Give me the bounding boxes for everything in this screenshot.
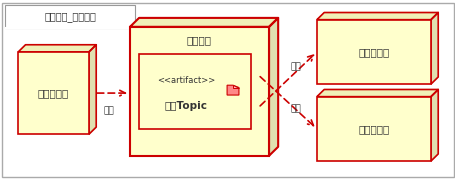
Bar [130, 27, 268, 156]
Polygon shape [430, 90, 437, 161]
Polygon shape [130, 18, 278, 27]
Bar [18, 52, 89, 134]
Text: 订单Topic: 订单Topic [164, 101, 207, 111]
Text: 电商案例_消息队列: 电商案例_消息队列 [45, 12, 96, 21]
Text: 库存子系统: 库存子系统 [358, 124, 389, 134]
Bar [316, 97, 430, 161]
Polygon shape [250, 47, 258, 129]
Text: 消息队列: 消息队列 [187, 35, 212, 45]
Polygon shape [268, 18, 278, 156]
Bar [316, 20, 430, 84]
Bar [5, 5, 135, 28]
Polygon shape [430, 13, 437, 84]
Text: 购物子系统: 购物子系统 [38, 88, 69, 98]
Polygon shape [139, 47, 258, 54]
Text: 订阅: 订阅 [289, 63, 300, 72]
Polygon shape [227, 85, 238, 95]
Polygon shape [233, 85, 238, 88]
Polygon shape [316, 13, 437, 20]
Text: 配送子系统: 配送子系统 [358, 47, 389, 57]
Text: 订阅: 订阅 [289, 105, 300, 114]
Polygon shape [316, 90, 437, 97]
Polygon shape [89, 45, 96, 134]
Text: 写入: 写入 [103, 107, 114, 115]
Polygon shape [18, 45, 96, 52]
Bar [139, 54, 250, 129]
Text: <<artifact>>: <<artifact>> [157, 76, 215, 84]
